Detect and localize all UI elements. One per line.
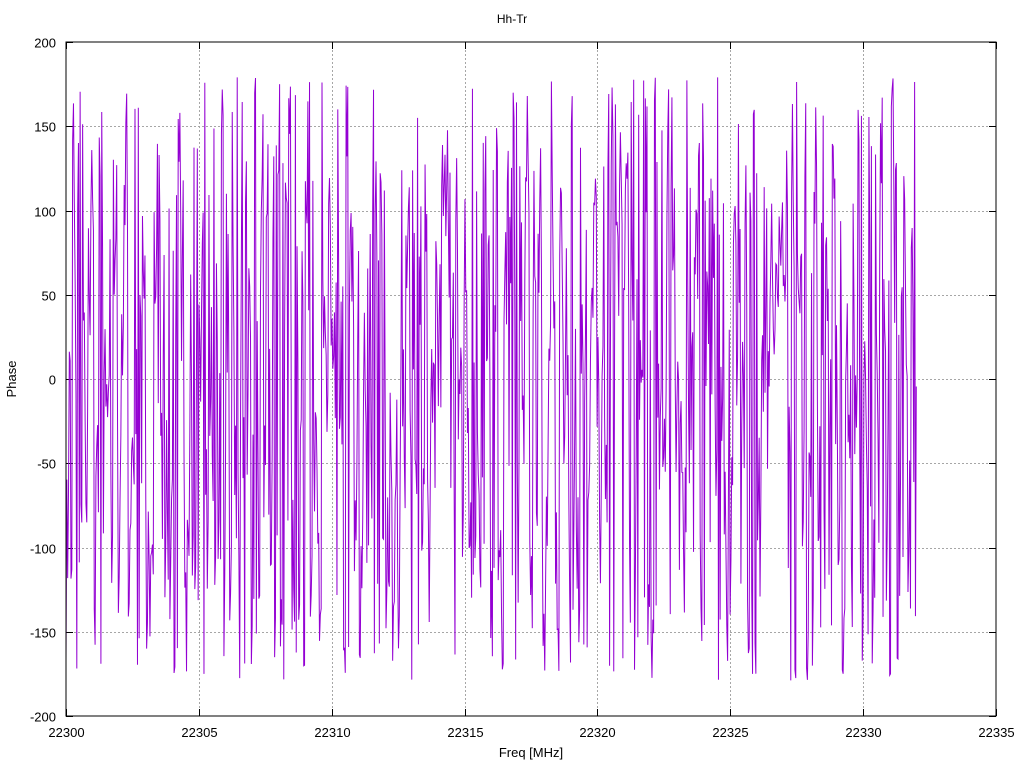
x-tick-label: 22320 <box>579 725 615 740</box>
y-tick-label: -100 <box>30 542 56 557</box>
y-tick-label: 0 <box>49 373 56 388</box>
y-axis-tick-labels: -200 -150 -100 -50 0 50 100 150 200 <box>30 36 56 725</box>
y-tick-label: 200 <box>34 36 56 51</box>
x-tick-label: 22335 <box>978 725 1014 740</box>
x-axis-tick-labels: 22300 22305 22310 22315 22320 22325 22330 22335 <box>48 725 1014 740</box>
y-tick-label: 50 <box>42 289 56 304</box>
x-tick-label: 22300 <box>48 725 84 740</box>
chart-title: Hh-Tr <box>497 12 527 26</box>
y-axis-label: Phase <box>4 361 19 398</box>
y-tick-label: 100 <box>34 205 56 220</box>
y-tick-label: -150 <box>30 626 56 641</box>
x-tick-label: 22330 <box>845 725 881 740</box>
y-tick-label: -200 <box>30 710 56 725</box>
plot-data-area <box>65 77 917 681</box>
phase-data-series <box>65 77 917 681</box>
y-tick-label: -50 <box>37 457 56 472</box>
y-tick-label: 150 <box>34 120 56 135</box>
plot-border <box>65 41 997 717</box>
x-tick-label: 22315 <box>447 725 483 740</box>
x-axis-label: Freq [MHz] <box>499 745 563 760</box>
x-tick-label: 22325 <box>712 725 748 740</box>
x-tick-label: 22310 <box>314 725 350 740</box>
x-tick-label: 22305 <box>181 725 217 740</box>
